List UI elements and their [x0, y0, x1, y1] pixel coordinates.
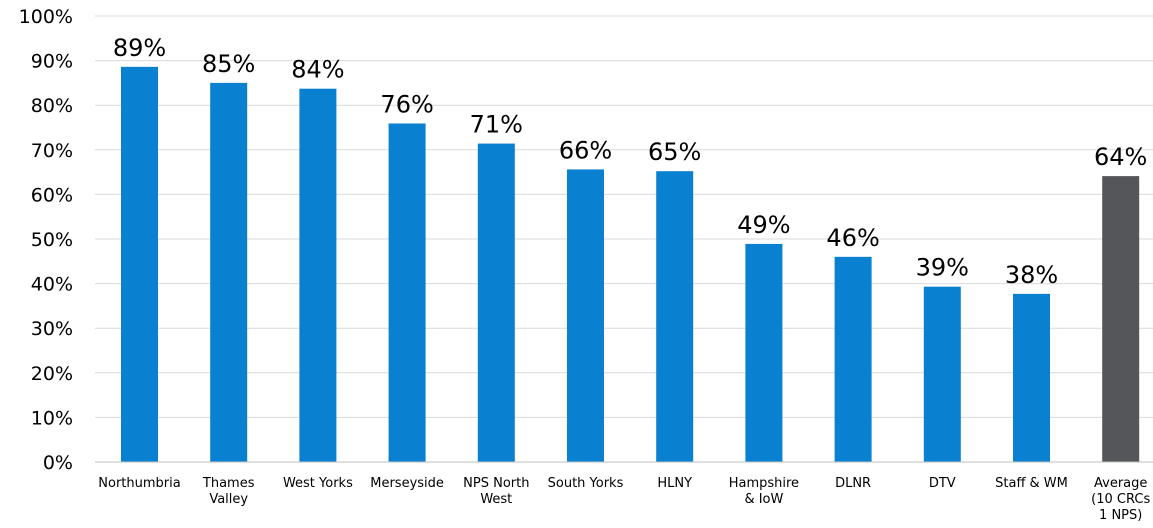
y-tick-label: 90%: [31, 51, 73, 73]
data-labels: 89% 85% 84% 76% 71% 66% 65% 49% 46% 39% 38% 64%: [113, 34, 1148, 289]
bar: [388, 123, 426, 463]
x-tick-label: South Yorks: [548, 476, 624, 491]
x-tick-label-line: West Yorks: [283, 476, 353, 491]
data-label: 39%: [916, 254, 969, 282]
x-tick-label: DTV: [929, 476, 956, 491]
x-tick-label-line: (10 CRCs: [1091, 492, 1150, 507]
y-axis-tick-labels: 0% 10% 20% 30% 40% 50% 60% 70% 80% 90% 100%: [19, 6, 73, 474]
x-tick-label-line: HLNY: [657, 476, 692, 491]
data-label: 65%: [648, 138, 701, 166]
x-tick-label-line: DTV: [929, 476, 956, 491]
x-tick-label-line: Northumbria: [98, 476, 180, 491]
x-tick-label-line: Hampshire: [729, 476, 799, 491]
bar: [1102, 176, 1140, 462]
x-tick-label: HLNY: [657, 476, 692, 491]
bar: [121, 66, 158, 463]
x-tick-label: Thames Valley: [202, 476, 255, 507]
bar: [745, 243, 783, 462]
y-tick-label: 50%: [31, 229, 73, 251]
y-tick-label: 10%: [31, 407, 73, 429]
data-label: 64%: [1094, 143, 1147, 171]
x-tick-label-line: South Yorks: [548, 476, 624, 491]
data-label: 38%: [1005, 261, 1058, 289]
x-tick-label: Hampshire & IoW: [729, 476, 799, 507]
y-tick-label: 80%: [31, 95, 73, 117]
y-tick-label: 0%: [43, 452, 73, 474]
x-tick-label: NPS North West: [463, 476, 529, 507]
bars: [121, 66, 1140, 463]
y-tick-label: 20%: [31, 363, 73, 385]
x-tick-label-line: & IoW: [744, 492, 783, 507]
x-axis-tick-labels: Northumbria Thames Valley West Yorks Merseys…: [98, 476, 1150, 523]
x-tick-label-line: DLNR: [835, 476, 871, 491]
x-tick-label: DLNR: [835, 476, 871, 491]
data-label: 46%: [826, 224, 879, 252]
x-tick-label-line: NPS North: [463, 476, 529, 491]
data-label: 66%: [559, 136, 612, 164]
y-tick-label: 30%: [31, 318, 73, 340]
y-tick-label: 40%: [31, 274, 73, 296]
bar: [299, 88, 337, 462]
data-label: 49%: [737, 211, 790, 239]
bar: [1013, 293, 1050, 462]
x-tick-label: Northumbria: [98, 476, 180, 491]
grid-lines: [95, 15, 1153, 418]
data-label: 85%: [202, 50, 255, 78]
x-tick-label-line: Average: [1094, 476, 1147, 491]
data-label: 84%: [291, 56, 344, 84]
data-label: 89%: [113, 34, 166, 62]
y-tick-label: 100%: [19, 6, 73, 28]
data-label: 76%: [380, 90, 433, 118]
x-tick-label: Merseyside: [370, 476, 444, 491]
x-tick-label: Staff & WM: [995, 476, 1068, 491]
x-tick-label: Average (10 CRCs 1 NPS): [1091, 476, 1150, 523]
x-tick-label-line: Valley: [209, 492, 248, 507]
y-tick-label: 60%: [31, 184, 73, 206]
bar: [656, 171, 694, 462]
x-tick-label-line: Staff & WM: [995, 476, 1068, 491]
y-tick-label: 70%: [31, 140, 73, 162]
bar: [567, 169, 604, 462]
x-tick-label-line: Merseyside: [370, 476, 444, 491]
bar: [477, 143, 515, 462]
x-tick-label-line: 1 NPS): [1099, 508, 1142, 523]
bar: [210, 82, 248, 463]
x-tick-label-line: West: [480, 492, 512, 507]
bar: [834, 256, 872, 462]
x-tick-label-line: Thames: [202, 476, 255, 491]
x-tick-label: West Yorks: [283, 476, 353, 491]
data-label: 71%: [470, 111, 523, 139]
bar: [923, 286, 961, 462]
